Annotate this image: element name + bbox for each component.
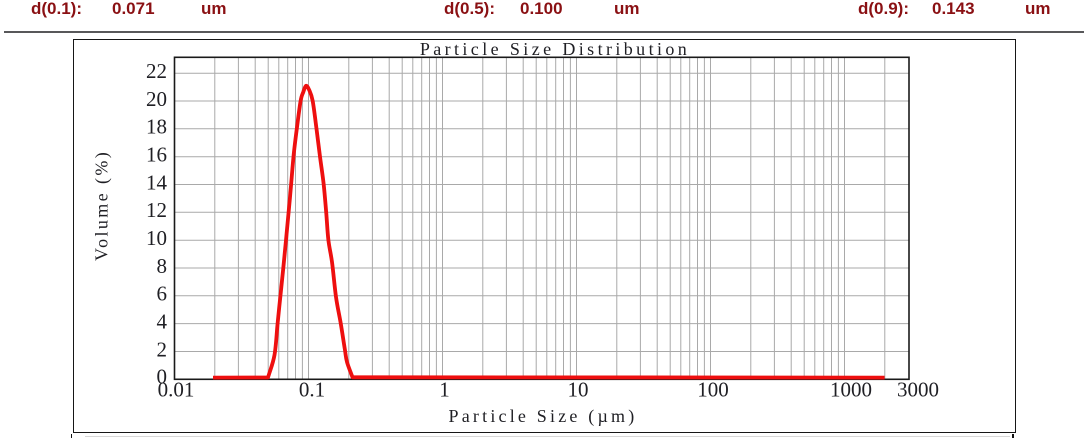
svg-text:1: 1 xyxy=(439,378,450,402)
svg-text:16: 16 xyxy=(146,143,167,167)
svg-text:14: 14 xyxy=(146,170,168,194)
svg-text:0.1: 0.1 xyxy=(299,378,325,402)
svg-text:22: 22 xyxy=(146,59,167,83)
svg-text:12: 12 xyxy=(146,198,167,222)
svg-text:18: 18 xyxy=(146,115,167,139)
svg-text:Particle Size Distribution: Particle Size Distribution xyxy=(420,39,690,59)
svg-text:Particle Size (µm): Particle Size (µm) xyxy=(449,406,638,427)
svg-text:8: 8 xyxy=(157,254,168,278)
svg-text:2: 2 xyxy=(157,337,168,361)
svg-text:10: 10 xyxy=(146,226,167,250)
svg-text:Volume (%): Volume (%) xyxy=(92,150,113,261)
svg-text:100: 100 xyxy=(697,378,729,402)
svg-text:10: 10 xyxy=(568,378,589,402)
svg-text:0.01: 0.01 xyxy=(158,378,195,402)
svg-text:4: 4 xyxy=(157,309,168,333)
svg-text:6: 6 xyxy=(157,282,168,306)
svg-text:1000: 1000 xyxy=(830,378,872,402)
svg-text:3000: 3000 xyxy=(897,378,939,402)
svg-text:20: 20 xyxy=(146,87,167,111)
svg-text:0: 0 xyxy=(157,364,168,388)
